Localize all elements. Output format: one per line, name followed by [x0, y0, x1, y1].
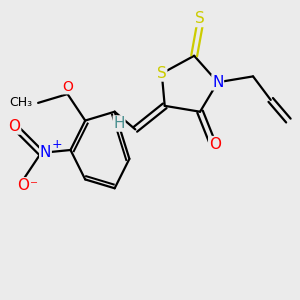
Text: +: +: [52, 138, 63, 151]
Text: H: H: [113, 116, 125, 131]
Text: S: S: [157, 66, 167, 81]
Text: O: O: [62, 80, 73, 94]
Text: O: O: [9, 119, 21, 134]
Text: O: O: [209, 136, 221, 152]
Text: O: O: [17, 178, 29, 193]
Text: N: N: [212, 75, 224, 90]
Text: ⁻: ⁻: [30, 178, 38, 193]
Text: N: N: [40, 146, 51, 160]
Text: S: S: [195, 11, 205, 26]
Text: CH₃: CH₃: [9, 96, 32, 110]
